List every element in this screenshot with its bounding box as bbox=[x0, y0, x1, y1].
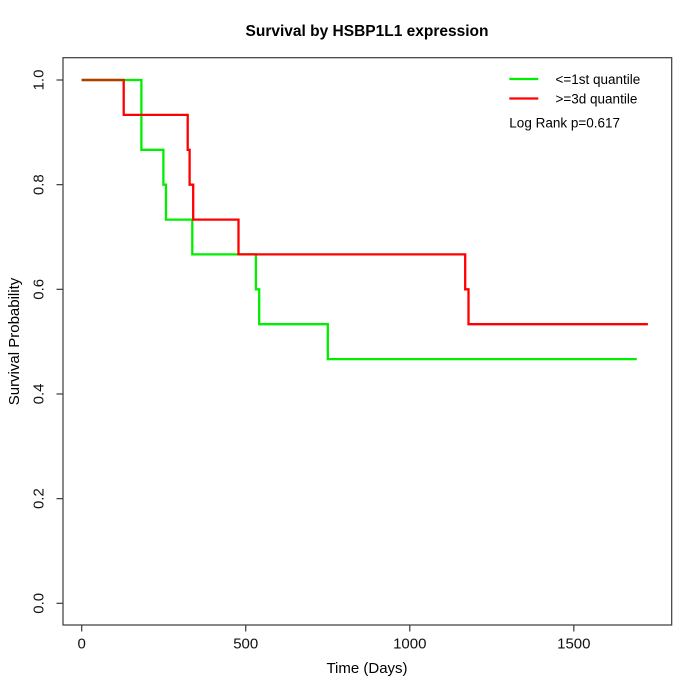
legend-label-red: >=3d quantile bbox=[556, 92, 638, 107]
log-rank-annotation: Log Rank p=0.617 bbox=[509, 116, 620, 131]
y-axis-label: Survival Probability bbox=[6, 277, 23, 405]
y-tick-label: 0.8 bbox=[31, 174, 48, 195]
y-tick-label: 1.0 bbox=[31, 70, 48, 91]
x-tick-label: 1000 bbox=[393, 636, 426, 653]
axes: 0 500 1000 1500 0.0 0.2 0.4 0.6 0.8 1.0 bbox=[31, 70, 591, 653]
plot-border bbox=[62, 57, 673, 626]
survival-curves bbox=[81, 78, 648, 361]
legend: <=1st quantile >=3d quantile Log Rank p=… bbox=[509, 72, 640, 131]
chart-title: Survival by HSBP1L1 expression bbox=[246, 23, 489, 40]
x-tick-label: 1500 bbox=[557, 636, 590, 653]
km-curve-low-expression bbox=[81, 78, 637, 361]
legend-label-green: <=1st quantile bbox=[556, 72, 641, 87]
y-tick-label: 0.0 bbox=[31, 593, 48, 614]
x-tick-label: 0 bbox=[78, 636, 86, 653]
km-curve-high-expression bbox=[81, 78, 648, 326]
y-tick-label: 0.6 bbox=[31, 279, 48, 300]
x-tick-label: 500 bbox=[233, 636, 258, 653]
y-tick-label: 0.2 bbox=[31, 488, 48, 509]
x-axis-label: Time (Days) bbox=[326, 660, 407, 677]
y-tick-label: 0.4 bbox=[31, 384, 48, 405]
